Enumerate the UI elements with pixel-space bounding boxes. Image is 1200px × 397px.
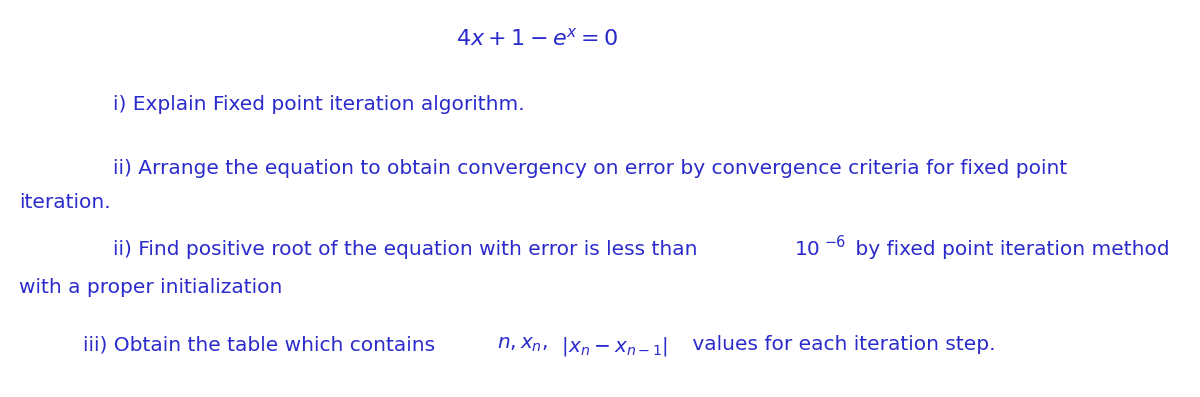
Text: i) Explain Fixed point iteration algorithm.: i) Explain Fixed point iteration algorit…: [113, 95, 524, 114]
Text: values for each iteration step.: values for each iteration step.: [686, 335, 996, 355]
Text: with a proper initialization: with a proper initialization: [19, 278, 283, 297]
Text: 10: 10: [796, 240, 821, 259]
Text: −6: −6: [824, 235, 846, 250]
Text: $4x + 1 - e^{x} = 0$: $4x + 1 - e^{x} = 0$: [456, 28, 618, 50]
Text: ii) Find positive root of the equation with error is less than: ii) Find positive root of the equation w…: [113, 240, 703, 259]
Text: by fixed point iteration method: by fixed point iteration method: [850, 240, 1170, 259]
Text: ii) Arrange the equation to obtain convergency on error by convergence criteria : ii) Arrange the equation to obtain conve…: [113, 159, 1067, 178]
Text: $| x_n - x_{n-1}|$: $| x_n - x_{n-1}|$: [556, 335, 668, 358]
Text: iii) Obtain the table which contains: iii) Obtain the table which contains: [83, 335, 442, 355]
Text: iteration.: iteration.: [19, 193, 110, 212]
Text: $n, x_n,$: $n, x_n,$: [497, 335, 547, 355]
